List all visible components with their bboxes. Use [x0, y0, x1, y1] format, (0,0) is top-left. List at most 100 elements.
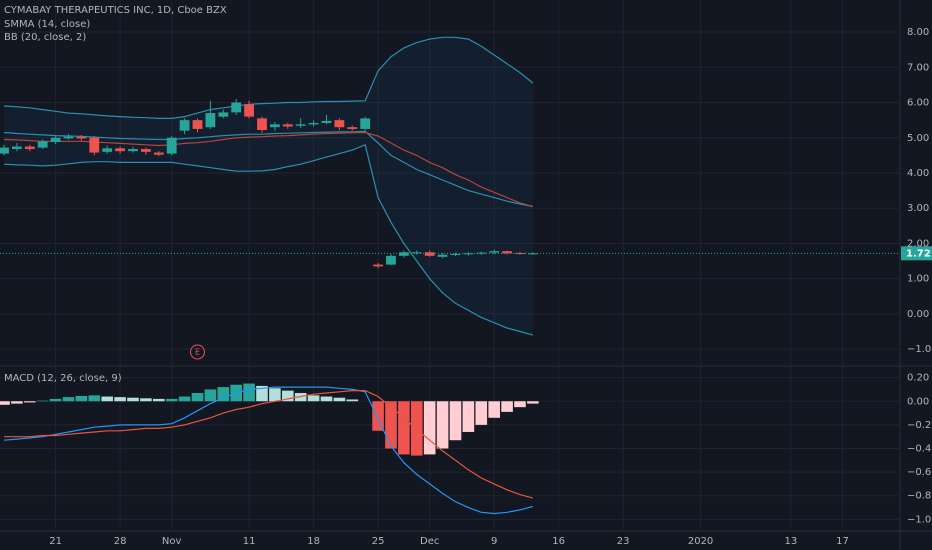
candle-body — [398, 252, 409, 256]
candle-body — [218, 112, 229, 117]
x-tick-label: 9 — [491, 536, 497, 547]
histogram-bar — [488, 401, 500, 418]
candle-body — [424, 252, 435, 256]
histogram-bar — [0, 401, 10, 405]
histogram-bar — [385, 401, 397, 449]
candle-body — [50, 137, 61, 142]
histogram-bar — [114, 397, 126, 402]
candle-body — [411, 252, 422, 254]
candle-body — [166, 137, 177, 154]
bb-lower — [3, 143, 534, 336]
y-tick-label: 5.00 — [907, 133, 929, 144]
histogram-bar — [101, 396, 113, 402]
candle-body — [476, 252, 487, 254]
labels: CYMABAY THERAPEUTICS INC, 1D, Cboe BZX S… — [4, 5, 932, 547]
candle-body — [257, 118, 267, 131]
candle-body — [192, 120, 203, 129]
candle-body — [140, 149, 151, 152]
histogram-bar — [243, 383, 255, 402]
candle-body — [321, 120, 332, 123]
candle-body — [334, 120, 345, 128]
x-tick-label: 16 — [552, 536, 565, 547]
candle-body — [128, 149, 138, 152]
candle-body — [386, 255, 396, 265]
y-tick-label: 0.00 — [907, 396, 929, 407]
y-tick-label: −0.60 — [907, 467, 932, 478]
histogram-bar — [217, 387, 230, 402]
last-price-label: 1.72 — [906, 248, 931, 259]
histogram-bar — [320, 396, 333, 402]
candle-body — [269, 124, 280, 128]
bb-basis — [3, 130, 534, 208]
candle-body — [76, 136, 87, 139]
y-tick-label: 6.00 — [907, 98, 929, 109]
histogram-bar — [436, 401, 449, 449]
y-tick-label: 3.00 — [907, 203, 929, 214]
histogram-bar — [514, 401, 526, 408]
candle-body — [347, 127, 358, 129]
candle-body — [308, 122, 319, 125]
candle-body — [179, 120, 190, 131]
histogram-bar — [281, 390, 294, 402]
histogram-bar — [62, 397, 75, 402]
histogram-bar — [165, 398, 178, 402]
histogram-bar — [140, 398, 152, 402]
macd-title: MACD (12, 26, close, 9) — [4, 373, 122, 384]
histogram-bar — [462, 401, 475, 432]
bb-upper — [3, 36, 534, 119]
chart-title: CYMABAY THERAPEUTICS INC, 1D, Cboe BZX — [4, 5, 227, 16]
x-tick-label: 18 — [307, 536, 320, 547]
histogram-bar — [11, 401, 23, 404]
candle-body — [450, 254, 461, 256]
histogram-bar — [307, 395, 320, 402]
y-tick-label: 7.00 — [907, 62, 929, 73]
histogram-bar — [346, 399, 359, 402]
y-tick-label: −1.00 — [907, 514, 932, 525]
histogram-bar — [527, 401, 539, 404]
y-tick-label: 2.00 — [907, 238, 929, 249]
macd-line — [3, 386, 534, 515]
candle-body — [24, 146, 35, 150]
candle-body — [89, 137, 100, 153]
candle-body — [360, 118, 371, 129]
candle-body — [231, 102, 242, 113]
y-tick-label: 0.00 — [907, 309, 929, 320]
candle-body — [489, 251, 500, 253]
y-tick-label: −0.80 — [907, 491, 932, 502]
candle-body — [102, 148, 113, 152]
candle-body — [502, 251, 512, 254]
x-tick-label: 25 — [372, 536, 385, 547]
candle-body — [527, 253, 538, 255]
earnings-marker — [189, 344, 205, 360]
histogram-bar — [475, 401, 488, 425]
histogram-bar — [88, 395, 101, 402]
y-tick-label: 4.00 — [907, 168, 929, 179]
candle-body — [37, 141, 48, 148]
x-tick-label: Nov — [162, 536, 182, 547]
histogram-bar — [178, 396, 191, 402]
histogram-bar — [449, 401, 462, 441]
histogram-bar — [269, 388, 281, 402]
histogram-bar — [423, 401, 436, 455]
histogram-bar — [36, 400, 49, 402]
y-tick-label: −0.40 — [907, 444, 932, 455]
x-tick-label: 17 — [836, 536, 849, 547]
candle-body — [205, 113, 216, 128]
signal-line — [4, 390, 534, 499]
candle-body — [0, 147, 9, 154]
histogram-bar — [398, 401, 410, 455]
histogram-bar — [204, 389, 217, 402]
x-tick-label: 2020 — [688, 536, 713, 547]
histogram-bar — [152, 398, 165, 402]
earnings-label: E — [195, 348, 200, 357]
histogram-bar — [333, 397, 346, 402]
x-tick-label: 11 — [243, 536, 256, 547]
histogram-bar — [23, 401, 36, 403]
histogram-bar — [256, 385, 268, 402]
candle-body — [63, 136, 74, 139]
y-tick-label: −1.00 — [907, 344, 932, 355]
x-tick-label: 23 — [617, 536, 630, 547]
